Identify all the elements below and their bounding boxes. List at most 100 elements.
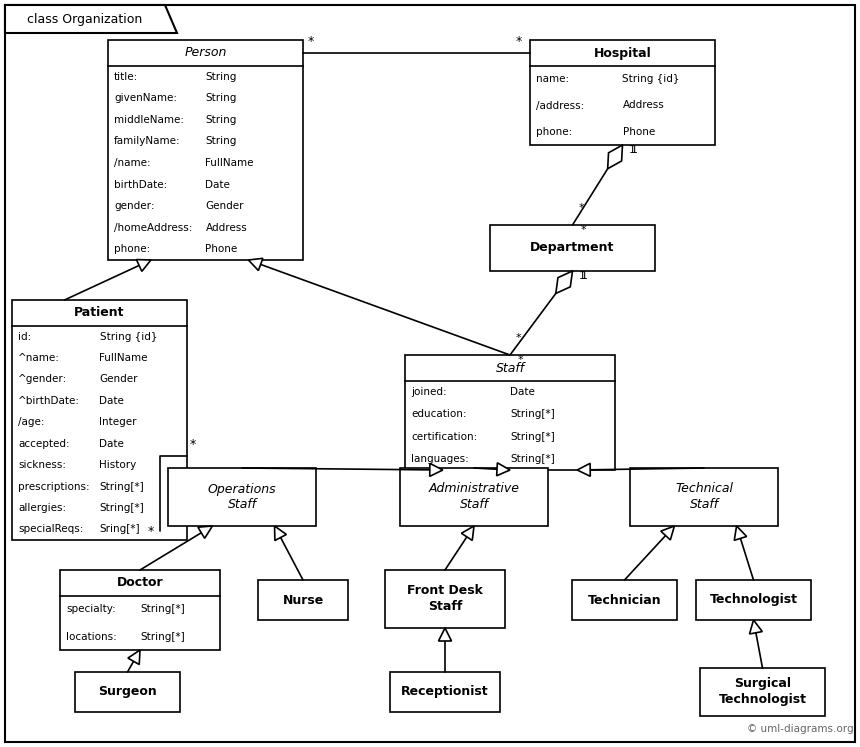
Polygon shape	[430, 463, 443, 477]
Text: Nurse: Nurse	[282, 594, 323, 607]
Bar	[12, 300, 187, 540]
Text: birthDate:: birthDate:	[114, 179, 167, 190]
Text: Surgical
Technologist: Surgical Technologist	[718, 678, 807, 707]
Text: Date: Date	[510, 387, 535, 397]
Text: Phone: Phone	[206, 244, 237, 254]
Text: Front Desk
Staff: Front Desk Staff	[407, 584, 483, 613]
Text: History: History	[100, 460, 137, 470]
Text: /name:: /name:	[114, 158, 150, 168]
Text: *: *	[516, 35, 522, 48]
Text: 1: 1	[629, 145, 636, 155]
Text: phone:: phone:	[536, 127, 572, 137]
Text: specialReqs:: specialReqs:	[18, 524, 83, 534]
Text: prescriptions:: prescriptions:	[18, 482, 89, 492]
Text: locations:: locations:	[66, 631, 117, 642]
Text: Gender: Gender	[206, 201, 244, 211]
Polygon shape	[462, 526, 474, 540]
Text: accepted:: accepted:	[18, 438, 70, 449]
Text: *: *	[190, 438, 196, 451]
Text: String[*]: String[*]	[100, 482, 144, 492]
Text: Administrative
Staff: Administrative Staff	[428, 483, 519, 512]
Bar	[168, 468, 316, 526]
Text: Receptionist: Receptionist	[401, 686, 488, 698]
Text: Technical
Staff: Technical Staff	[675, 483, 733, 512]
Text: FullName: FullName	[206, 158, 254, 168]
Text: Patient: Patient	[74, 306, 125, 320]
Text: *: *	[580, 225, 587, 235]
Text: Doctor: Doctor	[117, 577, 163, 589]
Text: middleName:: middleName:	[114, 115, 184, 125]
Polygon shape	[274, 526, 286, 541]
Text: String: String	[206, 115, 237, 125]
Bar	[385, 570, 505, 628]
Text: *: *	[516, 333, 522, 343]
Text: *: *	[579, 203, 584, 213]
Text: ^name:: ^name:	[18, 353, 60, 363]
Text: String[*]: String[*]	[140, 631, 185, 642]
Text: 1: 1	[630, 145, 637, 155]
Polygon shape	[497, 463, 510, 476]
Text: /address:: /address:	[536, 101, 584, 111]
Text: specialty:: specialty:	[66, 604, 116, 615]
Bar	[60, 570, 220, 650]
Text: *: *	[148, 525, 154, 538]
Text: 1: 1	[579, 271, 586, 281]
Bar	[108, 40, 303, 260]
Text: *: *	[308, 35, 314, 48]
Text: Surgeon: Surgeon	[98, 686, 157, 698]
Polygon shape	[734, 526, 746, 540]
Text: certification:: certification:	[411, 432, 477, 441]
Text: Address: Address	[206, 223, 248, 232]
Text: String[*]: String[*]	[140, 604, 185, 615]
Bar	[405, 355, 615, 470]
Bar	[700, 668, 825, 716]
Bar	[390, 672, 500, 712]
Text: Date: Date	[100, 396, 125, 406]
Bar	[696, 580, 811, 620]
Text: Date: Date	[100, 438, 125, 449]
Text: Hospital: Hospital	[593, 46, 651, 60]
Text: FullName: FullName	[100, 353, 148, 363]
Text: allergies:: allergies:	[18, 503, 66, 513]
Text: title:: title:	[114, 72, 138, 81]
Text: Phone: Phone	[623, 127, 654, 137]
Text: String: String	[206, 137, 237, 146]
Bar	[75, 672, 180, 712]
Polygon shape	[577, 463, 590, 477]
Text: String: String	[206, 72, 237, 81]
Text: Technician: Technician	[587, 594, 661, 607]
Text: Date: Date	[206, 179, 230, 190]
Bar	[630, 468, 778, 526]
Text: Technologist: Technologist	[710, 594, 797, 607]
Polygon shape	[750, 620, 762, 634]
Text: id:: id:	[18, 332, 31, 341]
Polygon shape	[660, 526, 674, 540]
Text: String {id}: String {id}	[100, 332, 157, 341]
Text: ^birthDate:: ^birthDate:	[18, 396, 80, 406]
Polygon shape	[439, 628, 452, 641]
Bar	[572, 580, 677, 620]
Text: 1: 1	[580, 271, 587, 281]
Text: ^gender:: ^gender:	[18, 374, 67, 385]
Text: Integer: Integer	[100, 418, 137, 427]
Text: String[*]: String[*]	[100, 503, 144, 513]
Text: Gender: Gender	[100, 374, 138, 385]
Text: Department: Department	[531, 241, 615, 255]
Polygon shape	[198, 526, 212, 539]
Text: © uml-diagrams.org: © uml-diagrams.org	[746, 724, 853, 734]
Text: String {id}: String {id}	[623, 74, 680, 84]
Text: Operations
Staff: Operations Staff	[207, 483, 276, 512]
Polygon shape	[137, 259, 150, 271]
Text: gender:: gender:	[114, 201, 155, 211]
Text: languages:: languages:	[411, 454, 469, 464]
Text: sickness:: sickness:	[18, 460, 66, 470]
Bar	[490, 225, 655, 271]
Text: joined:: joined:	[411, 387, 446, 397]
Text: name:: name:	[536, 74, 569, 84]
Text: String[*]: String[*]	[510, 409, 555, 419]
Text: Staff: Staff	[495, 362, 525, 374]
Polygon shape	[608, 145, 623, 169]
Bar	[530, 40, 715, 145]
Text: /age:: /age:	[18, 418, 45, 427]
Text: Person: Person	[184, 46, 227, 60]
